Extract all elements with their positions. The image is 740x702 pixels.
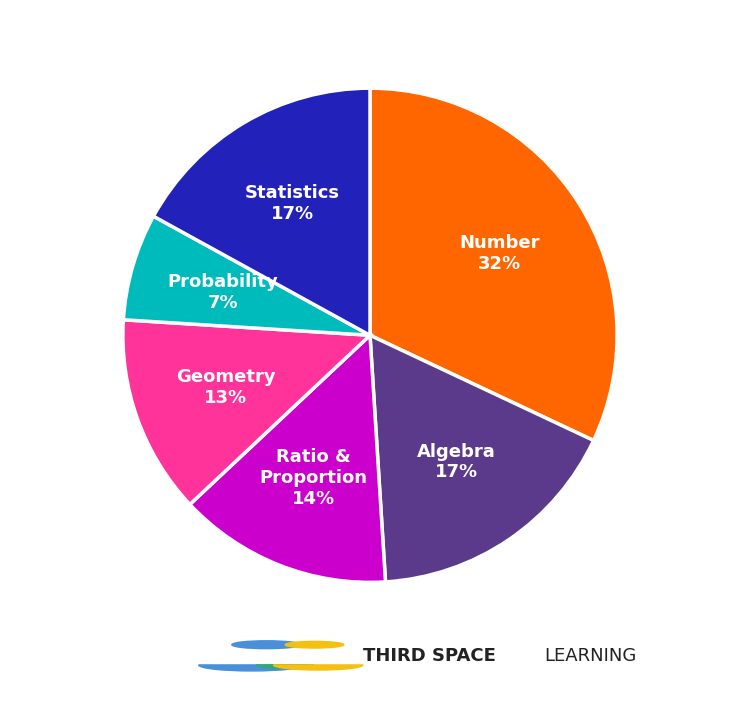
Circle shape [232, 641, 301, 649]
Wedge shape [370, 336, 593, 582]
Wedge shape [198, 665, 305, 671]
Text: Number
32%: Number 32% [459, 234, 539, 272]
Wedge shape [257, 665, 314, 668]
Wedge shape [123, 319, 370, 505]
Text: Probability
7%: Probability 7% [167, 273, 278, 312]
Text: THIRD SPACE: THIRD SPACE [363, 647, 496, 665]
Text: LEARNING: LEARNING [544, 647, 636, 665]
Text: Statistics
17%: Statistics 17% [244, 184, 340, 223]
Text: Algebra
17%: Algebra 17% [417, 442, 496, 482]
Wedge shape [274, 665, 363, 670]
Circle shape [285, 642, 344, 648]
Text: Geometry
13%: Geometry 13% [176, 368, 276, 406]
Wedge shape [124, 216, 370, 336]
Wedge shape [190, 336, 386, 583]
Wedge shape [370, 88, 617, 440]
Text: Ratio &
Proportion
14%: Ratio & Proportion 14% [260, 448, 368, 508]
Wedge shape [153, 88, 370, 336]
